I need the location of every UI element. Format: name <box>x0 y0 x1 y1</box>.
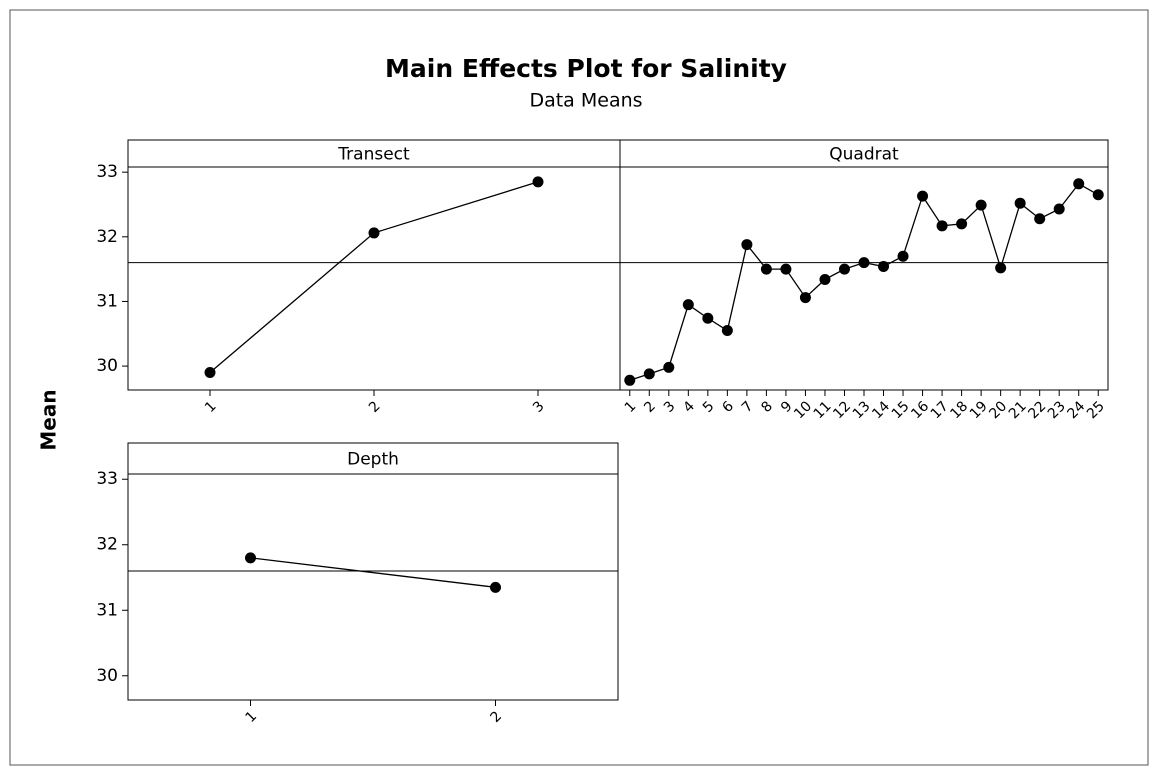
chart-subtitle: Data Means <box>529 90 642 112</box>
point <box>858 257 870 269</box>
point <box>490 581 501 593</box>
point <box>1073 178 1085 190</box>
x-tick-label: 5 <box>700 398 718 416</box>
x-tick-label: 7 <box>739 398 757 416</box>
point <box>245 552 256 564</box>
y-tick-label: 31 <box>96 600 118 620</box>
y-axis-label: Mean <box>37 389 61 450</box>
y-tick-label: 32 <box>96 535 118 555</box>
y-tick-label: 30 <box>96 666 118 686</box>
y-tick-label: 30 <box>96 356 118 376</box>
point <box>721 325 733 337</box>
point <box>1053 203 1065 215</box>
point <box>838 263 850 275</box>
point <box>760 263 772 275</box>
point <box>780 263 792 275</box>
x-tick-label: 3 <box>661 398 679 416</box>
y-tick-label: 32 <box>96 227 118 247</box>
x-tick-label: 4 <box>680 398 698 416</box>
point <box>995 262 1007 274</box>
point <box>741 239 753 251</box>
point <box>682 299 694 311</box>
x-tick-label: 6 <box>719 398 737 416</box>
point <box>917 190 929 202</box>
point <box>1014 197 1026 209</box>
panel-title: Quadrat <box>829 145 899 165</box>
x-tick-label: 2 <box>488 708 506 726</box>
point <box>1092 189 1104 201</box>
y-tick-label: 31 <box>96 291 118 311</box>
point <box>897 250 909 262</box>
point <box>663 361 675 373</box>
point <box>1034 213 1046 225</box>
y-tick-label: 33 <box>96 162 118 182</box>
point <box>799 292 811 304</box>
effect-line <box>629 182 1099 381</box>
effect-line <box>250 557 496 588</box>
y-tick-label: 33 <box>96 469 118 489</box>
point <box>643 368 655 380</box>
x-tick-label: 2 <box>366 398 384 416</box>
panel-title: Transect <box>337 145 410 165</box>
x-tick-label: 8 <box>758 398 776 416</box>
panel <box>127 442 619 701</box>
point <box>532 176 544 188</box>
x-tick-label: 1 <box>202 398 220 416</box>
x-tick-label: 25 <box>1084 398 1108 422</box>
frame <box>9 9 1149 766</box>
x-tick-label: 2 <box>641 398 659 416</box>
effect-line <box>209 181 539 374</box>
point <box>956 218 968 230</box>
point <box>819 273 831 285</box>
point <box>368 227 380 239</box>
point <box>878 261 890 273</box>
point <box>936 220 948 232</box>
x-tick-label: 3 <box>530 398 548 416</box>
point <box>702 312 714 324</box>
x-tick-label: 1 <box>622 398 640 416</box>
chart-title: Main Effects Plot for Salinity <box>385 54 787 83</box>
point <box>975 199 987 211</box>
point <box>624 374 636 386</box>
panel-title: Depth <box>347 450 399 470</box>
panel <box>127 139 621 391</box>
x-tick-label: 1 <box>243 708 261 726</box>
point <box>204 367 216 379</box>
